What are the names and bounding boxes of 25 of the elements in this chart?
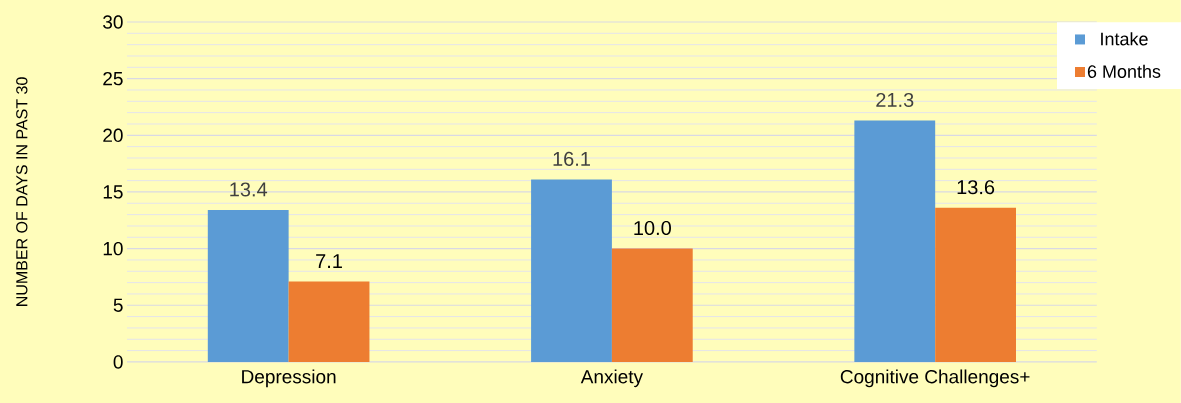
y-axis-title: NUMBER OF DAYS IN PAST 30 [16, 77, 28, 306]
y-tick-label: 20 [103, 128, 123, 143]
data-label: 13.4 [230, 182, 268, 197]
y-tick-label: 30 [103, 15, 123, 29]
bar [207, 210, 289, 362]
y-tick-label: 0 [113, 355, 123, 369]
data-label: 10.0 [634, 220, 671, 236]
bar [531, 179, 612, 362]
x-tick-label: Cognitive Challenges+ [840, 369, 1030, 388]
y-tick-label: 10 [103, 241, 123, 256]
legend-label: Intake [1101, 32, 1148, 46]
data-label: 13.6 [957, 180, 995, 195]
y-tick-label: 15 [103, 185, 123, 199]
data-label: 16.1 [553, 151, 590, 166]
bar [854, 120, 936, 362]
y-tick-label: 25 [103, 71, 123, 86]
data-label: 21.3 [876, 92, 914, 108]
data-label: 7.1 [316, 254, 342, 268]
bar [288, 281, 370, 362]
y-tick-label: 5 [113, 298, 123, 312]
bar [611, 248, 693, 362]
bar [935, 207, 1016, 362]
x-tick-label: Depression [242, 369, 336, 388]
legend-label: 6 Months [1087, 64, 1161, 78]
x-tick-label: Anxiety [580, 369, 643, 388]
